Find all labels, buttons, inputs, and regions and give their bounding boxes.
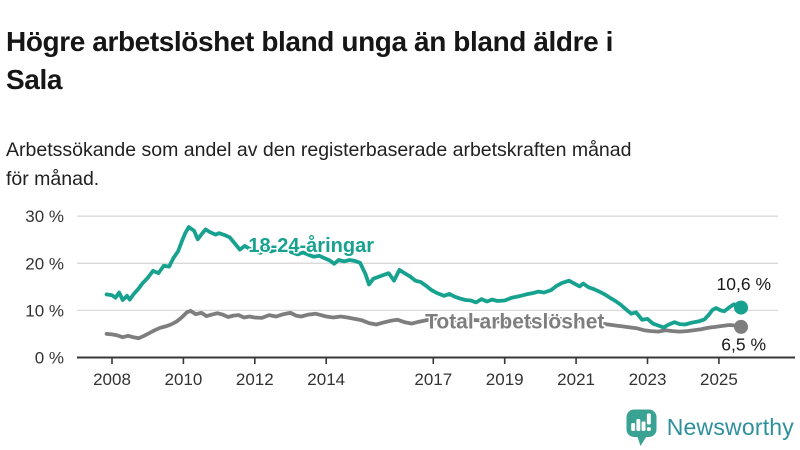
chart-subtitle-line-1: Arbetssökande som andel av den registerb… xyxy=(6,138,632,161)
chart-subtitle: Arbetssökande som andel av den registerb… xyxy=(6,136,794,194)
chart-dynamic-layer: 2008 2010 2012 2014 2017 2019 2021 2023 2025 30 %… xyxy=(25,207,795,389)
x-tick-label-2025: 2025 xyxy=(700,370,738,389)
series-line-young xyxy=(104,225,743,330)
chart-title: Högre arbetslöshet bland unga än bland ä… xyxy=(6,23,794,99)
y-tick-label-30: 30 % xyxy=(25,207,64,226)
series-end-dot-young xyxy=(734,300,749,315)
x-tick-label-2010: 2010 xyxy=(164,370,202,389)
y-tick-label-0: 0 % xyxy=(35,349,64,368)
y-tick-label-20: 20 % xyxy=(25,254,64,273)
series-line-total xyxy=(104,308,743,341)
chart-title-line-1: Högre arbetslöshet bland unga än bland ä… xyxy=(6,25,614,57)
end-value-label-young: 10,6 % xyxy=(717,274,771,294)
newsworthy-logo[interactable]: Newsworthy xyxy=(625,407,794,447)
newsworthy-logo-text: Newsworthy xyxy=(666,413,794,440)
end-value-label-total: 6,5 % xyxy=(721,334,766,354)
x-tick-label-2012: 2012 xyxy=(236,370,274,389)
x-tick-label-2008: 2008 xyxy=(93,370,131,389)
chart-subtitle-line-2: för månad. xyxy=(6,167,100,190)
series-label-young: 18-24-åringar xyxy=(248,234,374,257)
y-tick-label-10: 10 % xyxy=(25,301,64,320)
x-tick-label-2021: 2021 xyxy=(557,370,595,389)
chart-title-line-2: Sala xyxy=(6,63,62,95)
x-tick-label-2019: 2019 xyxy=(486,370,524,389)
x-tick-label-2017: 2017 xyxy=(414,370,452,389)
series-label-total: Total arbetslöshet xyxy=(425,310,604,333)
x-tick-label-2014: 2014 xyxy=(307,370,345,389)
x-tick-label-2023: 2023 xyxy=(629,370,667,389)
bar-chart-speech-bubble-icon xyxy=(626,409,657,446)
series-end-dot-total xyxy=(734,319,749,334)
